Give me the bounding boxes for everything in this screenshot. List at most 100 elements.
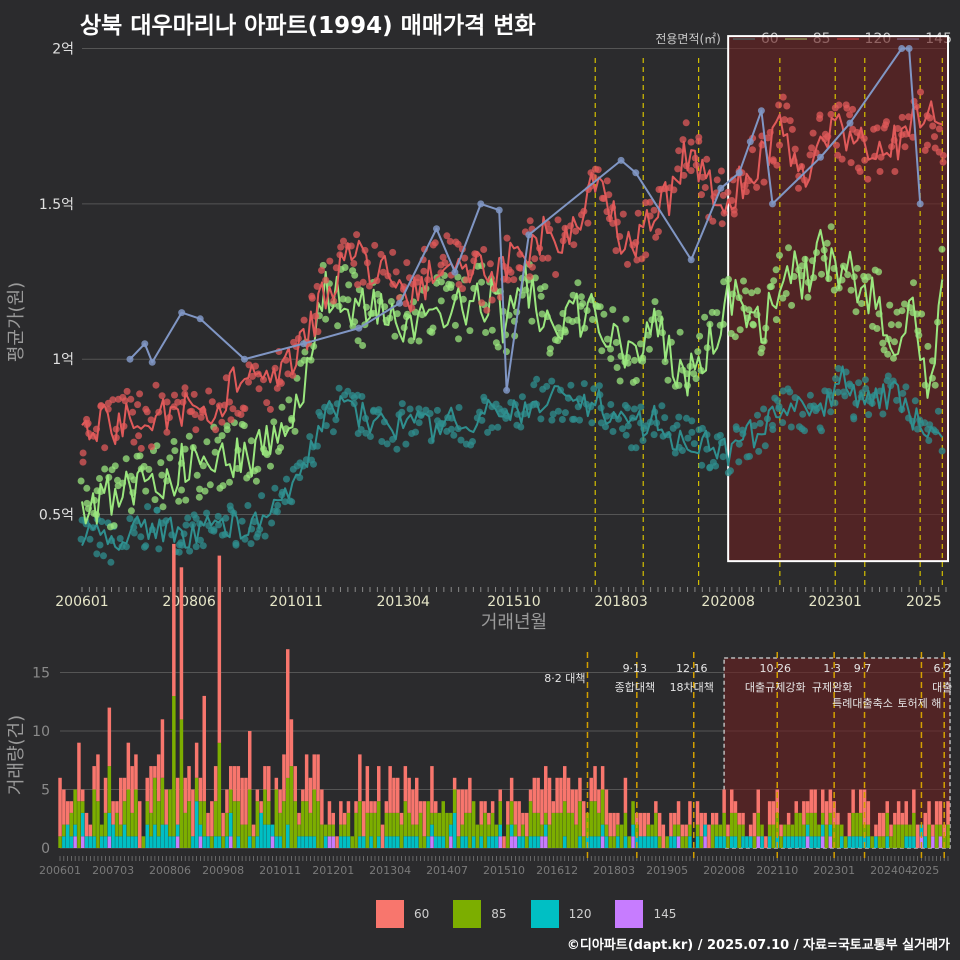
volume-bar-60 <box>115 801 119 813</box>
volume-bar-145 <box>107 836 112 848</box>
volume-bar-60 <box>183 777 187 813</box>
series-120-point <box>788 125 796 133</box>
volume-bar-60 <box>904 801 908 825</box>
volume-bar-60 <box>81 789 85 802</box>
volume-legend-swatch-85 <box>453 900 482 928</box>
series-120-point <box>403 259 411 267</box>
volume-bar-85 <box>282 801 286 848</box>
series-120-point <box>931 133 938 141</box>
volume-bar-120 <box>741 836 745 848</box>
series-120-line <box>81 100 943 446</box>
volume-bar-60 <box>688 801 692 825</box>
series-60-point <box>588 419 596 427</box>
volume-bar-120 <box>802 836 806 848</box>
volume-bar-120 <box>874 836 878 848</box>
series-60-point <box>622 431 630 439</box>
series-120-point <box>389 248 397 256</box>
volume-bar-85 <box>817 824 821 837</box>
series-60-point <box>86 535 94 543</box>
volume-legend: 60 85 120 145 <box>376 900 700 928</box>
series-120-point <box>163 428 171 436</box>
series-85-point <box>823 239 831 247</box>
volume-bar-60 <box>175 777 180 825</box>
volume-bar-120 <box>695 836 700 848</box>
volume-bar-60 <box>411 789 415 825</box>
volume-bar-120 <box>225 836 229 848</box>
volume-bar-85 <box>828 812 833 825</box>
volume-bar-85 <box>210 836 214 848</box>
volume-bar-85 <box>384 812 389 837</box>
volume-x-tick-label: 201905 <box>646 864 688 877</box>
volume-bar-145 <box>327 836 332 848</box>
volume-legend-item-145[interactable]: 145 <box>615 900 676 928</box>
series-120-point <box>337 243 345 251</box>
volume-bar-85 <box>843 836 848 848</box>
volume-bar-85 <box>635 824 639 837</box>
volume-bar-85 <box>604 824 609 837</box>
volume-legend-item-85[interactable]: 85 <box>453 900 507 928</box>
volume-bar-60 <box>893 812 897 825</box>
series-60-point <box>433 406 441 414</box>
volume-bar-120 <box>767 836 772 848</box>
volume-bar-145 <box>540 836 544 848</box>
policy-label: 9·13 <box>623 662 648 675</box>
series-60-point <box>684 434 692 442</box>
volume-bar-60 <box>483 801 487 813</box>
volume-bar-120 <box>403 836 408 848</box>
volume-bar-85 <box>297 824 301 837</box>
series-85-point <box>631 356 638 364</box>
volume-bar-85 <box>813 812 817 837</box>
volume-bar-85 <box>608 836 612 848</box>
volume-bar-85 <box>934 824 939 848</box>
volume-bar-120 <box>426 836 430 848</box>
volume-bar-120 <box>304 836 309 848</box>
series-60-point <box>484 428 492 436</box>
volume-legend-item-120[interactable]: 120 <box>530 900 591 928</box>
volume-bar-145 <box>198 836 203 848</box>
volume-bar-60 <box>767 801 772 825</box>
series-120-point <box>229 405 237 413</box>
volume-legend-item-60[interactable]: 60 <box>376 900 429 928</box>
volume-bar-60 <box>380 824 385 848</box>
volume-bar-120 <box>274 836 279 848</box>
series-60-point <box>727 467 734 475</box>
volume-bar-60 <box>373 801 377 813</box>
series-85-point <box>574 279 582 287</box>
series-120-point <box>612 247 620 255</box>
volume-bar-60 <box>532 777 537 813</box>
volume-x-tick-label: 201612 <box>536 864 578 877</box>
series-60-point <box>192 514 200 522</box>
volume-bar-85 <box>411 824 415 837</box>
series-60-point <box>590 385 598 393</box>
volume-bar-60 <box>836 812 840 825</box>
series-120-point <box>891 168 899 175</box>
series-60-point <box>93 550 101 558</box>
series-120-point <box>359 278 367 286</box>
volume-bar-85 <box>452 789 457 813</box>
series-85-point <box>594 303 602 310</box>
series-85-point <box>895 321 903 329</box>
volume-bar-85 <box>221 836 225 848</box>
volume-bar-85 <box>718 824 723 837</box>
series-120-point <box>709 217 717 225</box>
volume-bar-85 <box>859 812 863 837</box>
volume-bar-85 <box>646 824 650 837</box>
volume-bar-85 <box>722 812 726 837</box>
series-85-point <box>247 437 255 445</box>
series-85-point <box>488 326 496 334</box>
volume-bar-120 <box>145 824 149 848</box>
series-60-point <box>344 387 352 395</box>
volume-bar-120 <box>175 824 180 837</box>
series-85-point <box>291 427 299 435</box>
series-120-point <box>459 285 466 293</box>
volume-bar-85 <box>316 801 320 848</box>
volume-bar-85 <box>278 812 282 837</box>
volume-bar-60 <box>517 801 521 837</box>
series-120-point <box>322 276 330 284</box>
volume-bar-85 <box>582 836 586 848</box>
volume-bar-60 <box>934 801 939 825</box>
volume-bar-60 <box>536 777 540 813</box>
volume-bar-120 <box>130 836 134 848</box>
series-85-point <box>731 333 739 341</box>
series-60-point <box>834 388 842 396</box>
